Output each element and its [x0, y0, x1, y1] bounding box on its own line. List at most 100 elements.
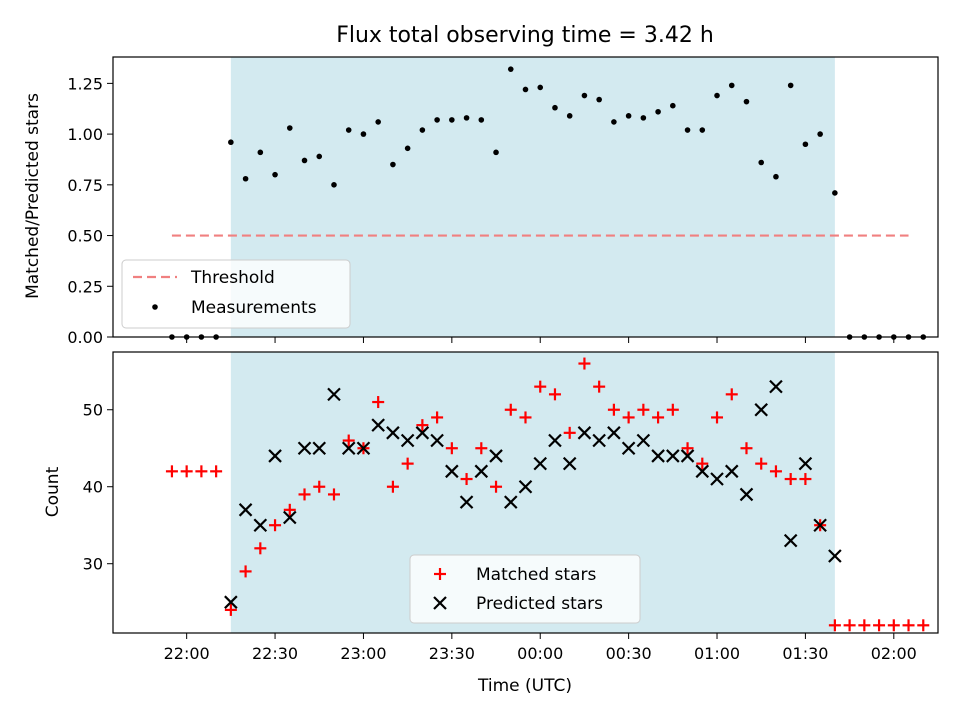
predicted-star-point — [327, 387, 341, 402]
matched-star-point — [475, 442, 488, 455]
predicted-star-point-b — [297, 441, 312, 456]
measurement-point — [345, 127, 352, 133]
matched-star-point — [342, 434, 355, 447]
measurement-point — [404, 145, 411, 152]
measurement-point — [301, 157, 308, 164]
measurement-point — [684, 127, 691, 133]
predicted-star-point — [562, 456, 577, 471]
measurement-point — [566, 113, 573, 119]
predicted-star-point — [489, 449, 503, 463]
measurement-point — [773, 173, 779, 180]
predicted-star-point — [386, 426, 400, 440]
predicted-star-point — [754, 402, 768, 417]
matched-star-point — [725, 388, 738, 401]
predicted-star-point-b — [592, 433, 606, 448]
measurement-point — [478, 117, 485, 123]
bottom-axes-frame — [112, 351, 939, 634]
predicted-star-point — [548, 433, 562, 448]
matched-star-point — [578, 357, 591, 370]
measurement-point — [640, 115, 647, 121]
predicted-star-point-b — [474, 464, 489, 479]
measurement-point — [728, 82, 735, 89]
predicted-star-point — [312, 441, 327, 456]
predicted-star-point — [224, 595, 238, 609]
top-panel-ratio: 0.00 0.25 0.50 0.75 1.00 1.25 Threshold Measure… — [67, 56, 939, 347]
predicted-star-point-b — [430, 433, 444, 448]
matched-star-point — [887, 619, 900, 632]
measurement-point — [832, 190, 838, 196]
predicted-star-point-b — [621, 441, 636, 456]
predicted-star-point — [636, 433, 651, 448]
bottom-y-axis-label: Count — [43, 466, 63, 517]
matched-star-point — [593, 380, 606, 393]
predicted-star-point — [371, 418, 385, 432]
matched-star-point — [873, 619, 886, 632]
predicted-star-point-b — [813, 518, 827, 532]
matched-star-point — [622, 411, 635, 424]
predicted-star-point — [415, 426, 430, 440]
matched-star-point — [283, 503, 296, 516]
measurement-point — [522, 86, 529, 93]
legend-matched-swatch — [434, 568, 446, 580]
predicted-star-point-b — [415, 426, 430, 440]
top-y-tick-label: 1.25 — [67, 74, 103, 93]
top-y-tick-label: 0.50 — [67, 227, 103, 246]
predicted-star-point — [828, 549, 842, 563]
predicted-star-point — [445, 464, 459, 479]
matched-star-point — [490, 480, 503, 493]
bottom-y-tick-label: 40 — [83, 478, 103, 497]
top-y-tick-label: 0.00 — [67, 328, 103, 347]
predicted-star-point — [695, 464, 710, 479]
matched-star-point — [607, 403, 620, 416]
matched-star-point — [534, 380, 547, 393]
legend-predicted-label: Predicted stars — [476, 594, 603, 614]
matched-star-point — [195, 465, 208, 478]
predicted-star-point-b — [680, 449, 695, 463]
predicted-star-point-b — [607, 426, 621, 440]
chart-title: Flux total observing time = 3.42 h — [336, 23, 714, 48]
predicted-star-point-b — [503, 495, 518, 509]
predicted-star-point — [739, 487, 754, 502]
measurement-point — [581, 92, 588, 99]
predicted-star-point — [341, 441, 356, 456]
legend-predicted-swatch-b — [433, 596, 447, 610]
matched-star-point — [372, 396, 385, 409]
predicted-star-point — [798, 456, 813, 471]
matched-star-point — [681, 442, 694, 455]
measurement-point — [714, 92, 720, 99]
measurement-point — [228, 139, 234, 146]
measurement-point — [390, 161, 396, 168]
predicted-star-point-b — [739, 487, 754, 502]
measurement-point — [449, 117, 455, 123]
matched-star-point — [519, 411, 532, 424]
matched-star-point — [254, 542, 267, 555]
measurement-point — [670, 102, 676, 109]
measurement-point — [743, 98, 750, 105]
top-legend: Threshold Measurements — [121, 259, 351, 329]
bottom-panel-counts: 30 40 50 22:00 22:30 23:00 23:30 00:00 00:30 01:0… — [83, 351, 939, 663]
predicted-star-point-b — [710, 472, 724, 486]
predicted-star-point-b — [238, 503, 253, 517]
measurement-point — [625, 113, 632, 119]
bottom-x-tick-label: 01:30 — [782, 644, 828, 663]
predicted-star-point-b — [253, 518, 268, 532]
matched-star-point — [755, 457, 768, 470]
matched-star-point — [548, 388, 561, 401]
predicted-star-point — [430, 433, 444, 448]
matched-star-point — [917, 619, 930, 632]
measurement-point — [758, 159, 765, 166]
predicted-star-point-b — [533, 456, 548, 471]
top-y-tick-label: 1.00 — [67, 125, 103, 144]
top-y-tick-label: 0.25 — [67, 277, 103, 296]
predicted-star-point — [577, 426, 592, 440]
predicted-star-point-b — [783, 533, 798, 548]
bottom-x-tick-label: 23:00 — [340, 644, 386, 663]
predicted-star-point — [769, 379, 783, 394]
measurement-point — [463, 115, 470, 121]
predicted-star-point-b — [695, 464, 710, 479]
matched-star-point — [504, 403, 517, 416]
matched-star-point — [799, 473, 812, 486]
measurement-point — [596, 96, 602, 103]
matched-star-point — [401, 457, 414, 470]
